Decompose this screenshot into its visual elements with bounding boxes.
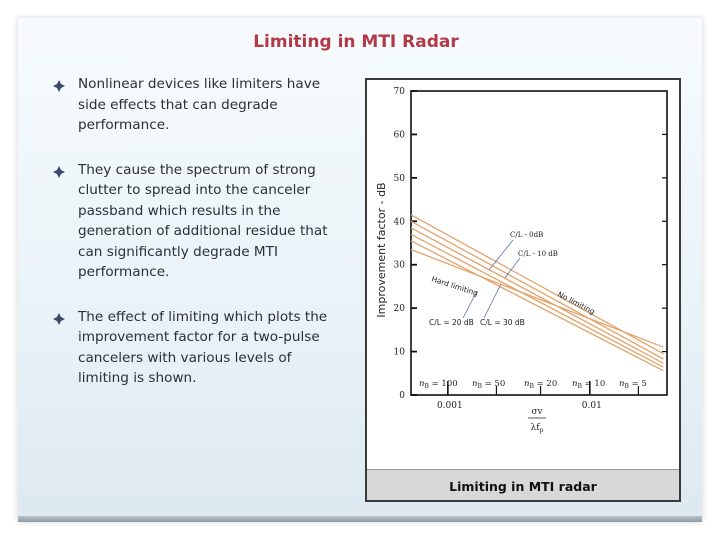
bullet-text: The effect of limiting which plots the i… bbox=[78, 308, 328, 387]
nb-label: nB = 20 bbox=[524, 379, 557, 390]
diamond-bullet-icon bbox=[53, 312, 65, 325]
pointer-cl30 bbox=[483, 283, 502, 319]
y-axis-label: Improvement factor - dB bbox=[375, 182, 388, 317]
diamond-bullet-icon bbox=[53, 165, 65, 178]
curve-series bbox=[410, 214, 664, 372]
bullet-text: Nonlinear devices like limiters have sid… bbox=[78, 76, 321, 133]
x-axis-label-denominator: λfp bbox=[531, 423, 544, 434]
improvement-factor-chart: Improvement factor - dB 010203040506070 … bbox=[375, 87, 668, 434]
x-ticks: 0.001 0.01 bbox=[437, 381, 639, 411]
figure-frame: Improvement factor - dB 0 10 20 30 40 50 60 70 … bbox=[365, 78, 681, 502]
bullet-item: They cause the spectrum of strong clutte… bbox=[50, 160, 342, 283]
y-tick-label: 40 bbox=[394, 217, 406, 227]
y-tick-label: 10 bbox=[394, 348, 406, 358]
nb-label: nB = 10 bbox=[572, 379, 605, 390]
y-tick-label: 30 bbox=[394, 261, 406, 271]
nb-label: nB = 5 bbox=[619, 379, 647, 390]
series-line bbox=[410, 227, 664, 364]
pointer-cl10 bbox=[504, 257, 521, 279]
figure-caption: Limiting in MTI radar bbox=[449, 479, 597, 494]
y-tick-label: 60 bbox=[394, 130, 406, 140]
series-line bbox=[410, 233, 664, 368]
bullet-item: Nonlinear devices like limiters have sid… bbox=[50, 74, 342, 136]
figure-caption-bar bbox=[367, 469, 679, 500]
slide-title: Limiting in MTI Radar bbox=[253, 32, 459, 52]
x-tick-label: 0.01 bbox=[582, 401, 602, 411]
pointer-cl0 bbox=[488, 239, 514, 271]
annotation-cl30: C/L = 30 dB bbox=[480, 318, 525, 327]
annotation-cl20: C/L = 20 dB bbox=[429, 318, 474, 327]
nb-labels: nB = 100 nB = 50 nB = 20 nB = 10 nB = 5 bbox=[419, 379, 647, 390]
x-axis-label-numerator: σv bbox=[531, 407, 543, 417]
y-tick-label: 70 bbox=[394, 87, 406, 97]
annotation-hard-limiting: Hard limiting bbox=[430, 274, 479, 298]
series-line bbox=[410, 240, 664, 372]
y-tick-label: 0 bbox=[399, 391, 405, 401]
y-tick-label: 20 bbox=[394, 304, 406, 314]
y-ticks: 0 10 20 30 40 50 60 70 bbox=[394, 87, 667, 401]
pointer-cl20 bbox=[462, 290, 478, 319]
nb-label: nB = 100 bbox=[419, 379, 458, 390]
plot-frame bbox=[410, 90, 668, 396]
nb-label: nB = 50 bbox=[472, 379, 505, 390]
series-line bbox=[410, 220, 664, 360]
diamond-bullet-icon bbox=[53, 80, 65, 92]
slide-bottom-bar bbox=[18, 516, 702, 522]
annotation-cl10: C/L - 10 dB bbox=[518, 250, 558, 258]
bullet-text: They cause the spectrum of strong clutte… bbox=[78, 161, 328, 281]
x-tick-label: 0.001 bbox=[437, 401, 463, 411]
annotation-cl0: C/L - 0dB bbox=[510, 231, 543, 239]
bullet-item: The effect of limiting which plots the i… bbox=[50, 307, 342, 389]
bullet-list: Nonlinear devices like limiters have sid… bbox=[50, 74, 342, 413]
y-tick-label: 50 bbox=[394, 174, 406, 184]
series-line bbox=[410, 248, 664, 348]
